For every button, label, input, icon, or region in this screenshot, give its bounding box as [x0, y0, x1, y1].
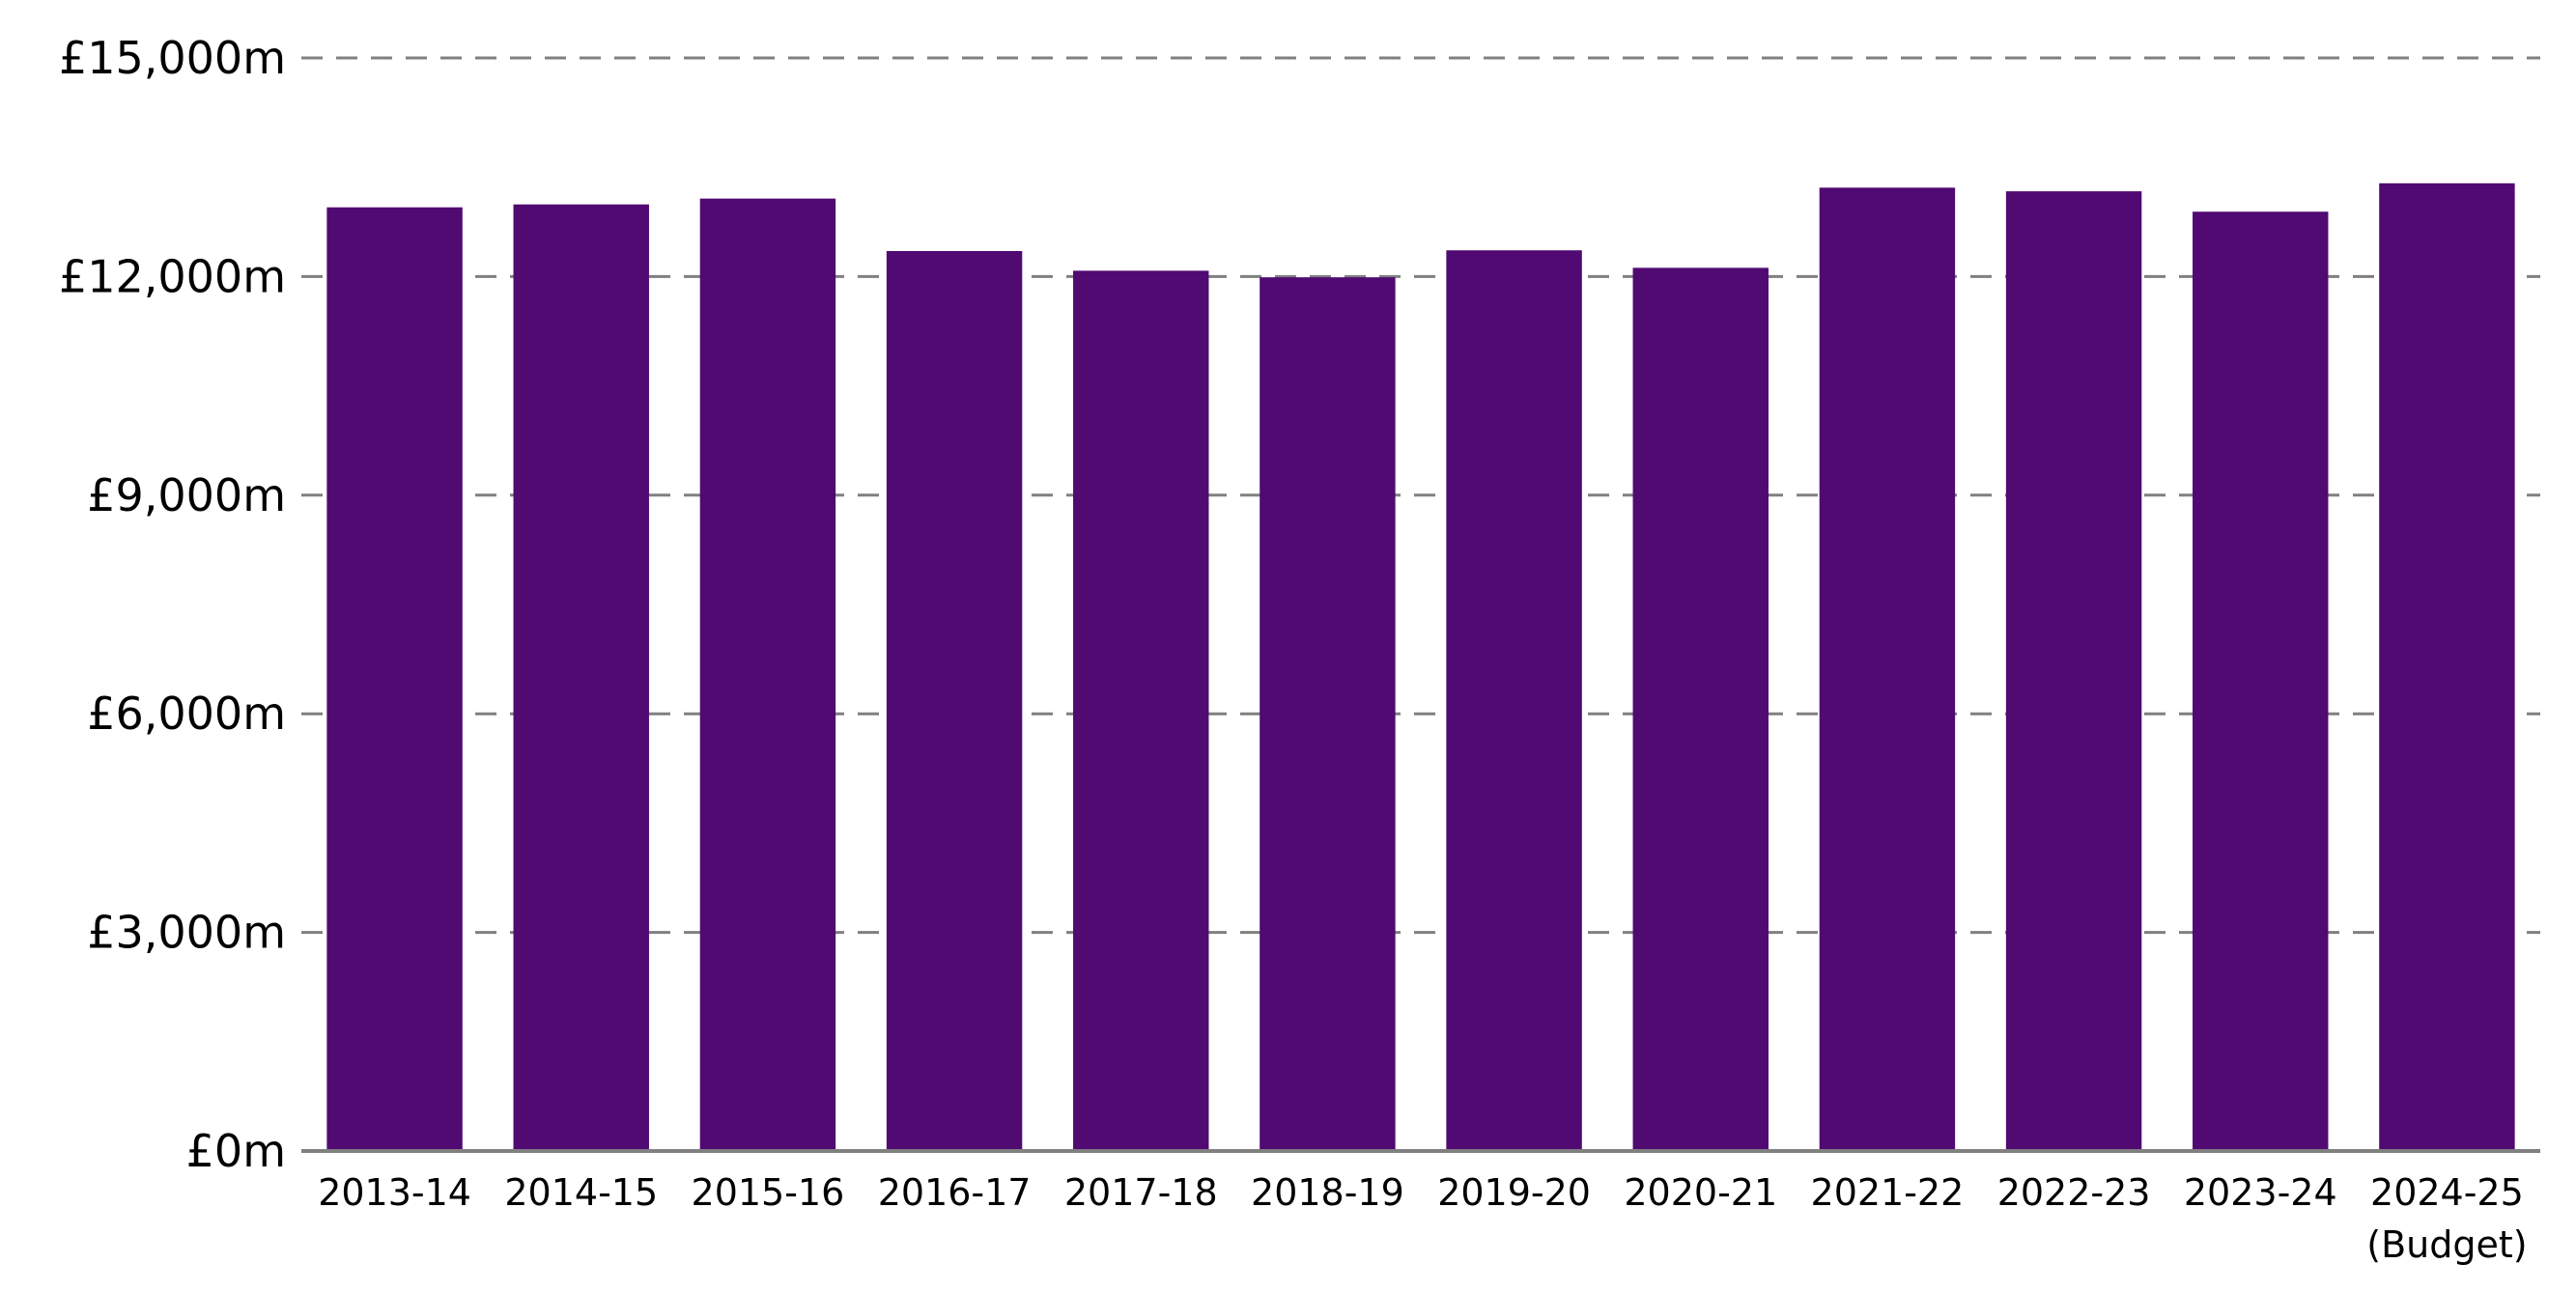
- y-tick-label: £3,000m: [87, 907, 286, 959]
- bar: [2193, 211, 2329, 1151]
- bar: [1073, 270, 1209, 1151]
- bar: [1260, 277, 1396, 1151]
- y-tick-label: £9,000m: [87, 469, 286, 521]
- bar: [699, 198, 836, 1152]
- gridlines: [301, 56, 2540, 935]
- x-tick-label: 2023-24: [2184, 1171, 2337, 1214]
- y-tick-label: £15,000m: [59, 32, 286, 84]
- y-tick-label: £12,000m: [59, 250, 286, 302]
- x-tick-label: 2021-22: [1811, 1171, 1965, 1214]
- x-tick-label: 2014-15: [504, 1171, 658, 1214]
- bar: [326, 207, 463, 1151]
- bar: [2005, 191, 2142, 1151]
- x-tick-label: 2013-14: [318, 1171, 471, 1214]
- x-tick-label: 2017-18: [1064, 1171, 1218, 1214]
- x-tick-label: 2018-19: [1251, 1171, 1404, 1214]
- bar: [1446, 250, 1582, 1151]
- x-tick-label: 2020-21: [1624, 1171, 1777, 1214]
- x-tick-sublabel: (Budget): [2366, 1223, 2527, 1266]
- bar: [1819, 187, 1956, 1151]
- x-tick-label: 2016-17: [878, 1171, 1032, 1214]
- x-tick-label: 2015-16: [692, 1171, 845, 1214]
- bar: [513, 204, 649, 1152]
- bar: [1632, 267, 1769, 1151]
- bar: [886, 250, 1023, 1151]
- x-axis-tick-labels: 2013-14 2014-15 2015-16 2016-17 2017-18 2018-…: [318, 1171, 2527, 1266]
- x-tick-label: 2022-23: [1997, 1171, 2151, 1214]
- bars: [326, 183, 2515, 1152]
- x-tick-label: 2019-20: [1437, 1171, 1591, 1214]
- y-tick-label: £6,000m: [87, 688, 286, 740]
- y-axis-tick-labels: £0m £3,000m £6,000m £9,000m £12,000m £15,000m: [59, 32, 286, 1177]
- bar: [2379, 183, 2515, 1151]
- y-tick-label: £0m: [186, 1125, 286, 1177]
- x-tick-label: 2024-25: [2370, 1171, 2524, 1214]
